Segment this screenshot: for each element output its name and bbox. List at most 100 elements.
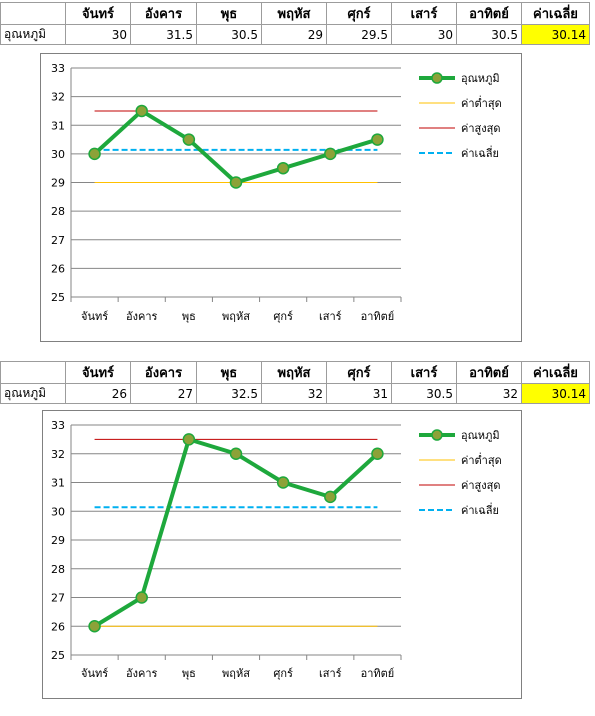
row-label-cell[interactable]: อุณหภูมิ (0, 383, 66, 404)
data-point[interactable] (324, 147, 337, 161)
y-tick-label: 31 (51, 119, 65, 132)
average-value-cell[interactable]: 30.14 (521, 24, 590, 45)
y-tick-label: 32 (51, 448, 65, 461)
y-tick-label: 28 (51, 563, 65, 576)
data-point[interactable] (229, 176, 243, 189)
header-cell[interactable]: จันทร์ (65, 361, 131, 384)
data-point[interactable] (324, 490, 337, 504)
header-cell[interactable]: ศุกร์ (326, 2, 392, 25)
data-point[interactable] (182, 133, 196, 146)
header-cell[interactable]: พฤหัส (261, 361, 327, 384)
y-tick-label: 31 (51, 477, 65, 490)
data-point[interactable] (88, 620, 101, 633)
y-tick-label: 33 (51, 419, 65, 432)
x-tick-label: จันทร์ (81, 667, 108, 680)
legend-label[interactable]: ค่าต่ำสุด (461, 452, 502, 467)
value-cell[interactable]: 30 (65, 24, 131, 45)
value-cell[interactable]: 30 (391, 24, 457, 45)
temperature-chart-2[interactable]: 25 26 27 28 29 30 31 32 33 จันทร์ อังคาร พุธ พฤหัส ศุ… (42, 410, 522, 699)
temperature-chart-1[interactable]: 25 26 27 28 29 30 31 32 33 จันทร์ อังคาร พุธ พฤหัส ศุ… (40, 53, 522, 342)
legend-marker (431, 429, 443, 441)
y-tick-label: 25 (51, 291, 65, 304)
y-tick-label: 33 (51, 62, 65, 75)
y-tick-label: 27 (51, 234, 65, 247)
data-point[interactable] (182, 433, 196, 446)
y-tick-label: 26 (51, 262, 65, 275)
x-tick-label: พุธ (182, 667, 196, 680)
data-point[interactable] (88, 147, 101, 161)
header-cell[interactable]: ค่าเฉลี่ย (521, 361, 590, 384)
data-point[interactable] (135, 104, 148, 118)
header-cell[interactable]: พฤหัส (261, 2, 327, 25)
table-header-row: จันทร์ อังคาร พุธ พฤหัส ศุกร์ เสาร์ อาทิ… (0, 361, 590, 384)
header-cell[interactable]: พุธ (196, 361, 262, 384)
data-point[interactable] (229, 447, 243, 460)
y-tick-label: 32 (51, 91, 65, 104)
header-cell[interactable]: อาทิตย์ (456, 361, 522, 384)
row-label-cell[interactable]: อุณหภูมิ (0, 24, 66, 45)
x-tick-label: พฤหัส (222, 310, 250, 323)
series-line-temperature (93, 108, 379, 185)
value-cell[interactable]: 31 (326, 383, 392, 404)
y-tick-label: 29 (51, 534, 65, 547)
y-tick-label: 30 (51, 505, 65, 518)
value-cell[interactable]: 32 (456, 383, 522, 404)
x-tick-label: เสาร์ (319, 667, 342, 680)
header-cell[interactable]: พุธ (196, 2, 262, 25)
legend-marker (431, 72, 443, 84)
value-cell[interactable]: 30.5 (456, 24, 522, 45)
y-tick-label: 28 (51, 205, 65, 218)
temperature-table-2: จันทร์ อังคาร พุธ พฤหัส ศุกร์ เสาร์ อาทิ… (0, 361, 590, 404)
value-cell[interactable]: 31.5 (130, 24, 197, 45)
legend-label[interactable]: อุณหภูมิ (461, 429, 500, 442)
value-cell[interactable]: 30.5 (391, 383, 457, 404)
header-cell[interactable]: อังคาร (130, 2, 197, 25)
table-row: อุณหภูมิ 30 31.5 30.5 29 29.5 30 30.5 30… (0, 24, 590, 45)
table-header-row: จันทร์ อังคาร พุธ พฤหัส ศุกร์ เสาร์ อาทิ… (0, 2, 590, 25)
x-tick-label: ศุกร์ (273, 310, 293, 323)
x-tick-label: อังคาร (126, 667, 158, 680)
data-point[interactable] (371, 447, 384, 460)
value-cell[interactable]: 27 (130, 383, 197, 404)
x-tick-label: พุธ (182, 310, 196, 323)
header-cell[interactable]: เสาร์ (391, 361, 457, 384)
data-point[interactable] (276, 476, 290, 489)
legend-label[interactable]: ค่าสูงสุด (461, 479, 500, 492)
x-tick-label: ศุกร์ (273, 667, 293, 680)
x-tick-label: เสาร์ (319, 310, 342, 323)
value-cell[interactable]: 29 (261, 24, 327, 45)
x-tick-label: อาทิตย์ (361, 667, 395, 680)
data-point[interactable] (371, 133, 384, 146)
y-tick-label: 29 (51, 177, 65, 190)
header-cell[interactable]: อาทิตย์ (456, 2, 522, 25)
value-cell[interactable]: 30.5 (196, 24, 262, 45)
header-cell[interactable]: จันทร์ (65, 2, 131, 25)
temperature-table-1: จันทร์ อังคาร พุธ พฤหัส ศุกร์ เสาร์ อาทิ… (0, 2, 590, 45)
value-cell[interactable]: 32 (261, 383, 327, 404)
legend-label[interactable]: อุณหภูมิ (461, 72, 500, 85)
header-cell[interactable]: ศุกร์ (326, 361, 392, 384)
average-value-cell[interactable]: 30.14 (521, 383, 590, 404)
x-tick-label: พฤหัส (222, 667, 250, 680)
legend-label[interactable]: ค่าต่ำสุด (461, 95, 502, 110)
value-cell[interactable]: 32.5 (196, 383, 262, 404)
y-tick-label: 25 (51, 649, 65, 662)
value-cell[interactable]: 26 (65, 383, 131, 404)
header-cell[interactable]: อังคาร (130, 361, 197, 384)
table-row: อุณหภูมิ 26 27 32.5 32 31 30.5 32 30.14 (0, 383, 590, 404)
data-point[interactable] (135, 591, 148, 604)
data-point[interactable] (276, 161, 290, 175)
corner-cell[interactable] (0, 361, 66, 384)
header-cell[interactable]: เสาร์ (391, 2, 457, 25)
x-tick-label: อังคาร (126, 310, 158, 323)
y-tick-label: 27 (51, 592, 65, 605)
x-tick-label: จันทร์ (81, 310, 108, 323)
value-cell[interactable]: 29.5 (326, 24, 392, 45)
legend-label[interactable]: ค่าเฉลี่ย (461, 145, 499, 160)
chart-1-svg: 25 26 27 28 29 30 31 32 33 จันทร์ อังคาร พุธ พฤหัส ศุ… (51, 62, 502, 323)
header-cell[interactable]: ค่าเฉลี่ย (521, 2, 590, 25)
corner-cell[interactable] (0, 2, 66, 25)
x-tick-label: อาทิตย์ (361, 310, 395, 323)
legend-label[interactable]: ค่าสูงสุด (461, 122, 500, 135)
legend-label[interactable]: ค่าเฉลี่ย (461, 502, 499, 517)
